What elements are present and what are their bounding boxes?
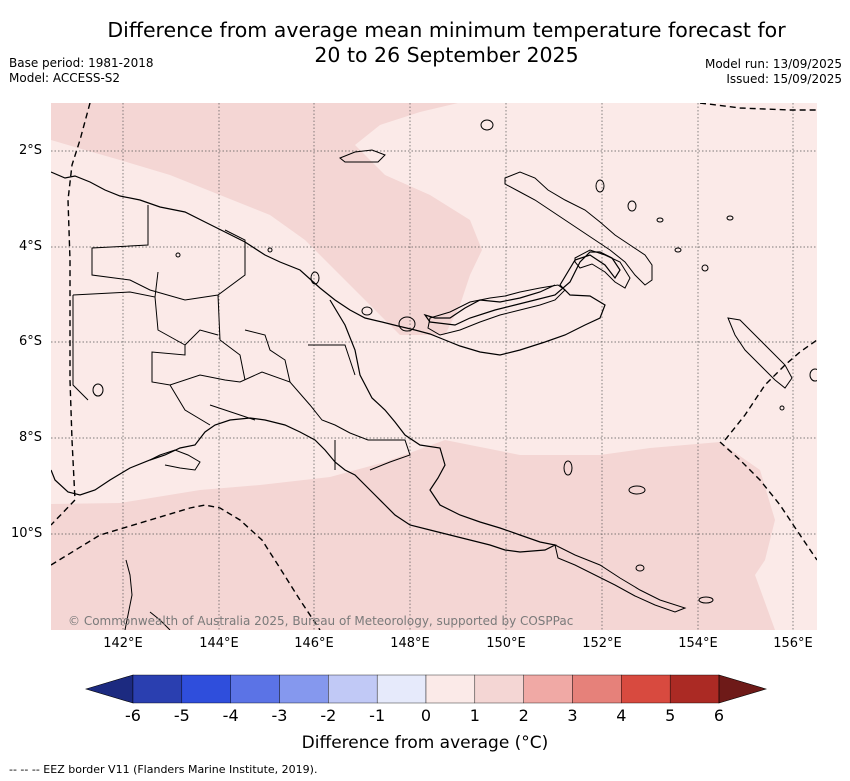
colorbar-tick-label: -5 <box>173 706 190 725</box>
fly-river-delta <box>149 404 256 471</box>
lon-label-146e: 146°E <box>294 636 334 651</box>
colorbar-cells <box>132 674 720 704</box>
cape-york-coastline <box>124 559 171 630</box>
colorbar-tick-label: 3 <box>567 706 578 725</box>
lat-label-10s: 10°S <box>11 526 43 541</box>
colorbar-tick-label: 1 <box>469 706 480 725</box>
new-britain-island <box>427 284 566 336</box>
anomaly-medium-region-south <box>51 440 775 630</box>
colorbar-cell <box>572 674 622 704</box>
model-name: Model: ACCESS-S2 <box>9 71 121 85</box>
colorbar-cell <box>230 674 280 704</box>
colorbar-tick-label: -1 <box>369 706 386 725</box>
manus-island <box>339 149 386 163</box>
model-run: Model run: 13/09/2025 <box>704 57 842 71</box>
colorbar-cell <box>474 674 524 704</box>
new-ireland-north <box>504 171 653 286</box>
colorbar-cell <box>523 674 573 704</box>
lon-label-142e: 142°E <box>103 636 143 651</box>
southeast-islands <box>554 544 687 613</box>
colorbar-extend-max <box>718 674 768 704</box>
issued-date: Issued: 15/09/2025 <box>726 72 842 86</box>
colorbar-cell <box>621 674 671 704</box>
base-period: Base period: 1981-2018 <box>9 56 154 70</box>
lon-label-156e: 156°E <box>773 636 813 651</box>
colorbar-cell <box>425 674 476 704</box>
bougainville-island <box>727 317 793 389</box>
eez-footnote: -- -- -- EEZ border V11 (Flanders Marine… <box>9 763 318 776</box>
copyright-notice: © Commonwealth of Australia 2025, Bureau… <box>68 614 574 628</box>
colorbar-cell <box>279 674 329 704</box>
colorbar-cell <box>132 674 183 704</box>
lon-label-148e: 148°E <box>390 636 430 651</box>
colorbar-tick-label: -3 <box>271 706 288 725</box>
colorbar-cell <box>376 674 427 704</box>
title-line-2: 20 to 26 September 2025 <box>314 43 579 67</box>
eez-borders <box>51 103 817 630</box>
lat-label-4s: 4°S <box>19 239 43 254</box>
lon-label-150e: 150°E <box>486 636 526 651</box>
colorbar-tick-label: 0 <box>420 706 432 725</box>
colorbar-label: Difference from average (°C) <box>301 733 549 753</box>
title-line-1: Difference from average mean minimum tem… <box>107 18 786 42</box>
lon-label-144e: 144°E <box>199 636 239 651</box>
lon-label-154e: 154°E <box>678 636 718 651</box>
colorbar-tick-label: -2 <box>320 706 337 725</box>
map-area <box>51 103 817 630</box>
lon-label-152e: 152°E <box>582 636 622 651</box>
lat-label-8s: 8°S <box>19 430 43 445</box>
colorbar <box>84 674 768 704</box>
meta-left: Base period: 1981-2018 Model: ACCESS-S2 <box>9 56 154 86</box>
lat-label-6s: 6°S <box>19 334 43 349</box>
provincial-boundaries <box>72 205 411 471</box>
meta-right: Model run: 13/09/2025 Issued: 15/09/2025 <box>705 57 842 87</box>
colorbar-cell <box>669 674 720 704</box>
new-ireland-island <box>574 249 631 289</box>
colorbar-tick-label: -6 <box>125 706 141 725</box>
colorbar-cell <box>328 674 378 704</box>
colorbar-tick-label: 6 <box>713 706 725 725</box>
graticule <box>51 103 817 630</box>
anomaly-medium-region-north <box>51 103 482 335</box>
colorbar-tick-label: -4 <box>222 706 239 725</box>
lat-label-2s: 2°S <box>19 143 43 158</box>
colorbar-cell <box>181 674 231 704</box>
colorbar-tick-label: 5 <box>665 706 676 725</box>
colorbar-tick-label: 4 <box>616 706 627 725</box>
colorbar-tick-label: 2 <box>518 706 529 725</box>
small-islands <box>92 119 817 604</box>
colorbar-extend-min <box>84 674 134 704</box>
new-guinea-coastline <box>51 171 621 553</box>
